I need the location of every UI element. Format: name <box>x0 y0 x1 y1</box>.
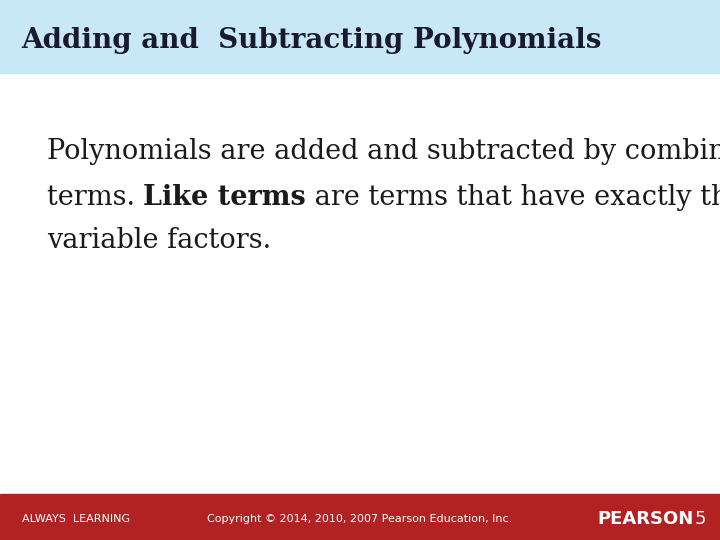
Text: Like terms: Like terms <box>143 184 306 211</box>
Text: are terms that have exactly the same: are terms that have exactly the same <box>306 184 720 211</box>
Text: Copyright © 2014, 2010, 2007 Pearson Education, Inc.: Copyright © 2014, 2010, 2007 Pearson Edu… <box>207 515 513 524</box>
Text: 5: 5 <box>695 510 706 529</box>
Text: terms.: terms. <box>47 184 143 211</box>
Bar <box>0 494 720 540</box>
Text: Adding and  Subtracting Polynomials: Adding and Subtracting Polynomials <box>22 27 602 54</box>
Text: Polynomials are added and subtracted by combining like: Polynomials are added and subtracted by … <box>47 138 720 165</box>
Text: variable factors.: variable factors. <box>47 227 271 254</box>
Bar <box>0 0 720 73</box>
Text: PEARSON: PEARSON <box>598 510 694 529</box>
Text: ALWAYS  LEARNING: ALWAYS LEARNING <box>22 515 130 524</box>
